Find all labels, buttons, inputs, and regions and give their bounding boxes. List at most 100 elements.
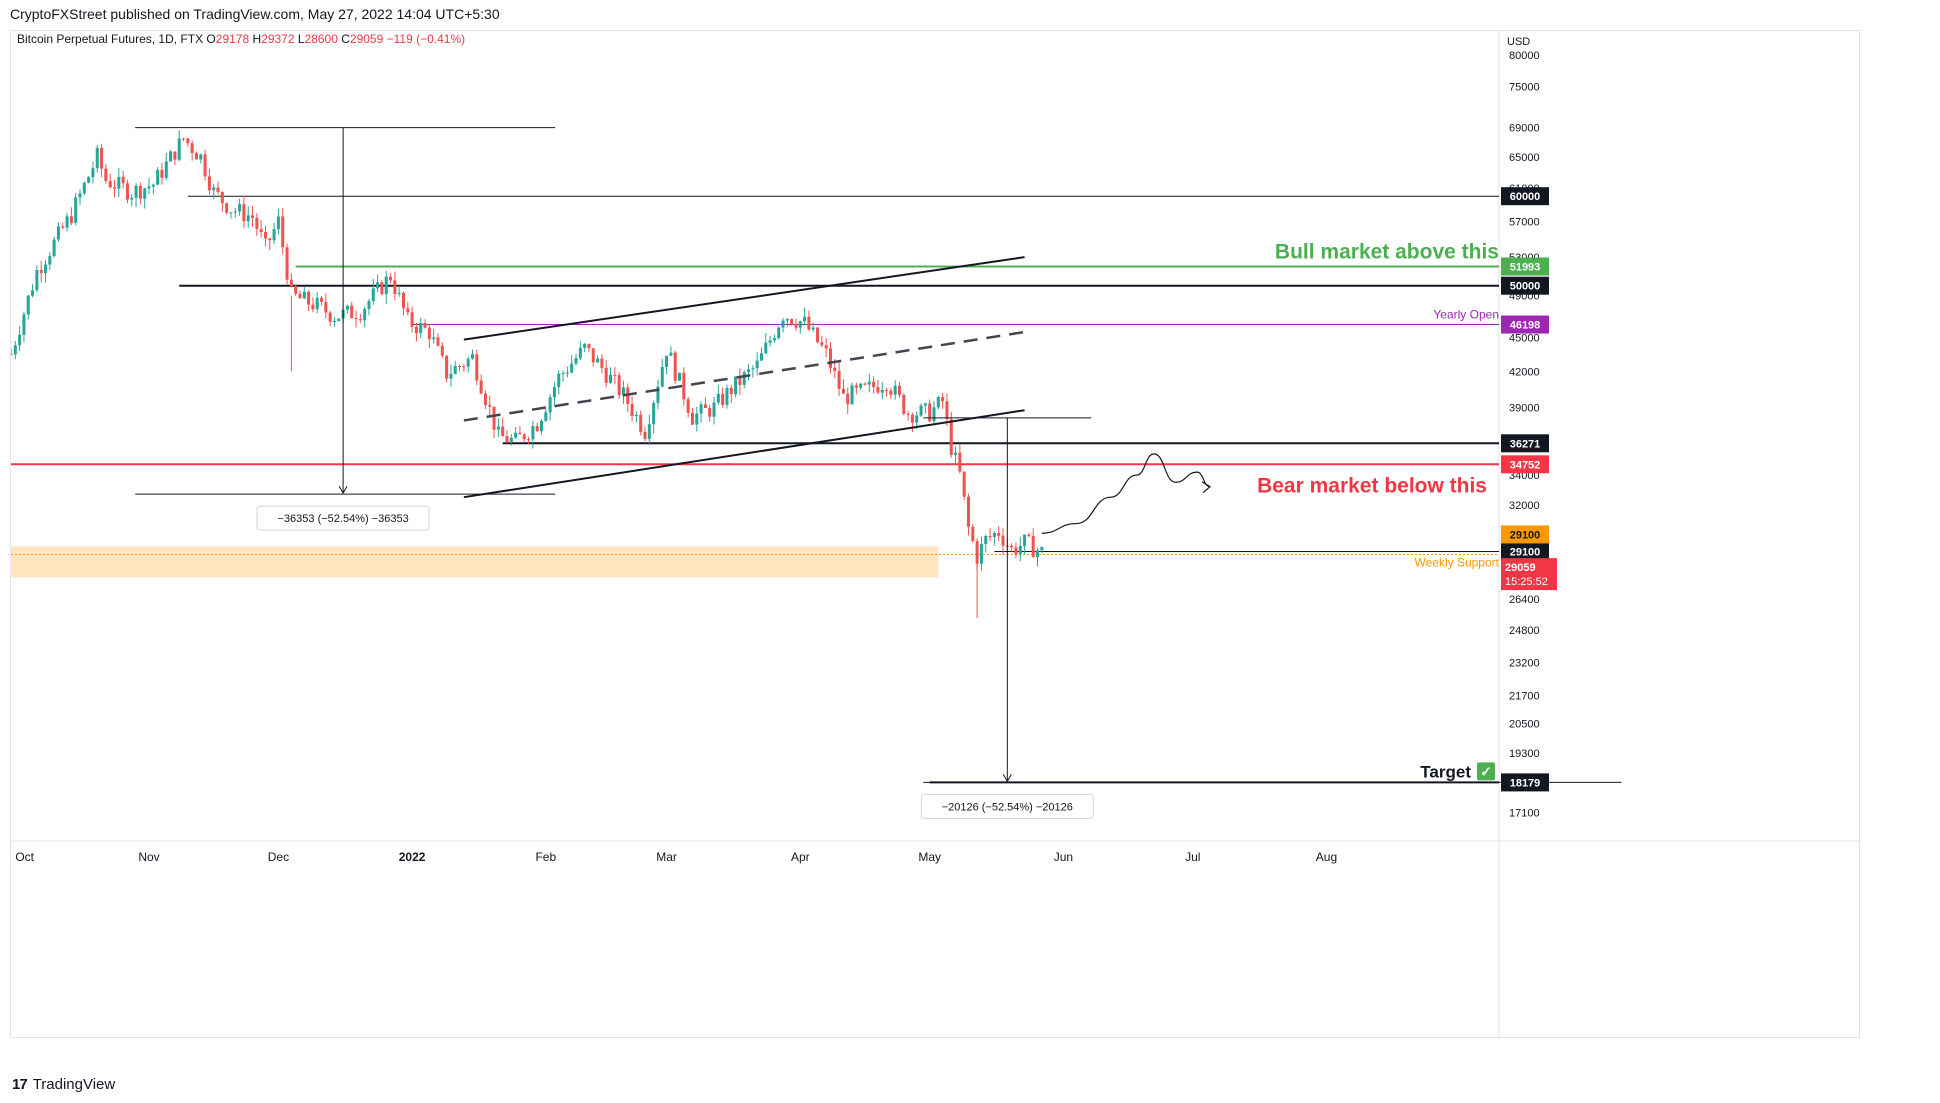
candle-body bbox=[945, 401, 949, 420]
candle-body bbox=[833, 367, 837, 371]
candle-body bbox=[246, 215, 250, 222]
candle-body bbox=[82, 182, 86, 194]
candle-body bbox=[578, 347, 582, 359]
candle-body bbox=[384, 276, 388, 295]
candle bbox=[345, 304, 349, 314]
publisher-line: CryptoFXStreet published on TradingView.… bbox=[10, 6, 500, 22]
candle bbox=[449, 364, 453, 387]
candle-body bbox=[902, 394, 906, 414]
candle-body bbox=[570, 363, 574, 373]
candle bbox=[212, 184, 216, 200]
candle-body bbox=[332, 320, 336, 322]
candle-body bbox=[738, 376, 742, 385]
candle-body bbox=[936, 397, 940, 408]
candle bbox=[177, 130, 181, 162]
price-label: 50000 bbox=[1510, 281, 1541, 293]
candle-body bbox=[1040, 547, 1044, 551]
candle-body bbox=[194, 152, 198, 160]
candle bbox=[307, 289, 311, 312]
candle-body bbox=[544, 412, 548, 421]
candle bbox=[798, 320, 802, 334]
candle-body bbox=[427, 327, 431, 340]
candle bbox=[401, 291, 405, 316]
candle bbox=[1027, 532, 1031, 538]
candle-body bbox=[358, 319, 362, 321]
candle bbox=[716, 385, 720, 405]
candle bbox=[496, 418, 500, 438]
candle-body bbox=[203, 154, 207, 177]
candle-body bbox=[975, 541, 979, 564]
x-tick-label: Dec bbox=[268, 850, 289, 864]
candle-body bbox=[268, 238, 272, 241]
x-tick-label: Nov bbox=[138, 850, 159, 864]
candle bbox=[583, 342, 587, 353]
x-tick-label: Apr bbox=[791, 850, 810, 864]
candle-body bbox=[794, 324, 798, 328]
candle-body bbox=[816, 327, 820, 343]
candle-body bbox=[764, 342, 768, 354]
candle bbox=[182, 137, 186, 142]
candle-body bbox=[1014, 547, 1018, 555]
candle bbox=[246, 206, 250, 228]
candle bbox=[419, 317, 423, 339]
candle-body bbox=[462, 366, 466, 368]
candle bbox=[483, 390, 487, 410]
candle bbox=[108, 173, 112, 189]
candle-body bbox=[125, 183, 129, 200]
candle-body bbox=[919, 405, 923, 416]
y-tick-label: 17100 bbox=[1509, 807, 1540, 819]
candle-body bbox=[846, 393, 850, 405]
candle bbox=[164, 152, 168, 181]
candle-body bbox=[113, 187, 117, 189]
candle bbox=[22, 311, 26, 343]
candle-body bbox=[660, 366, 664, 387]
price-label: 29100 bbox=[1510, 546, 1541, 558]
candle bbox=[242, 195, 246, 228]
low-value: 28600 bbox=[305, 32, 342, 46]
candle bbox=[445, 355, 449, 383]
candle-body bbox=[759, 353, 763, 361]
price-chart[interactable]: Bitcoin Perpetual Futures, 1D, FTX O2917… bbox=[11, 31, 1861, 1039]
candle bbox=[39, 260, 43, 283]
candle bbox=[350, 301, 354, 319]
candle bbox=[173, 151, 177, 166]
candle-body bbox=[298, 293, 302, 299]
candle-body bbox=[941, 397, 945, 402]
candle-body bbox=[315, 297, 319, 310]
candle-body bbox=[604, 367, 608, 383]
candle-body bbox=[621, 387, 625, 396]
candle-body bbox=[285, 247, 289, 280]
candle bbox=[13, 340, 17, 360]
candle-body bbox=[928, 403, 932, 422]
candle-body bbox=[263, 232, 267, 239]
price-label: 34752 bbox=[1510, 459, 1541, 471]
candle-body bbox=[1035, 550, 1040, 558]
candle bbox=[816, 327, 820, 344]
candle-body bbox=[371, 288, 375, 302]
chart-frame[interactable]: Bitcoin Perpetual Futures, 1D, FTX O2917… bbox=[10, 30, 1861, 1039]
target-check-icon bbox=[1477, 762, 1495, 781]
candle bbox=[609, 367, 613, 384]
candle-body bbox=[781, 320, 785, 328]
candle-body bbox=[609, 374, 613, 383]
candle-body bbox=[712, 402, 716, 417]
candle bbox=[389, 273, 393, 284]
candle-body bbox=[289, 279, 293, 287]
candle-body bbox=[872, 381, 876, 388]
candle bbox=[876, 379, 880, 395]
candle-body bbox=[596, 358, 600, 363]
candle-body bbox=[345, 305, 349, 310]
candle-body bbox=[259, 229, 263, 233]
candle-body bbox=[423, 322, 427, 328]
candle bbox=[315, 291, 319, 314]
candle-body bbox=[1031, 536, 1035, 558]
candle-body bbox=[134, 185, 138, 198]
candle bbox=[440, 342, 444, 359]
candle-body bbox=[251, 215, 255, 218]
candle bbox=[56, 221, 60, 242]
channel-lower-line bbox=[463, 409, 1025, 499]
y-tick-label: 21700 bbox=[1509, 690, 1540, 702]
y-tick-label: 32000 bbox=[1509, 500, 1540, 512]
candle-body bbox=[337, 318, 341, 321]
candle bbox=[376, 274, 380, 293]
